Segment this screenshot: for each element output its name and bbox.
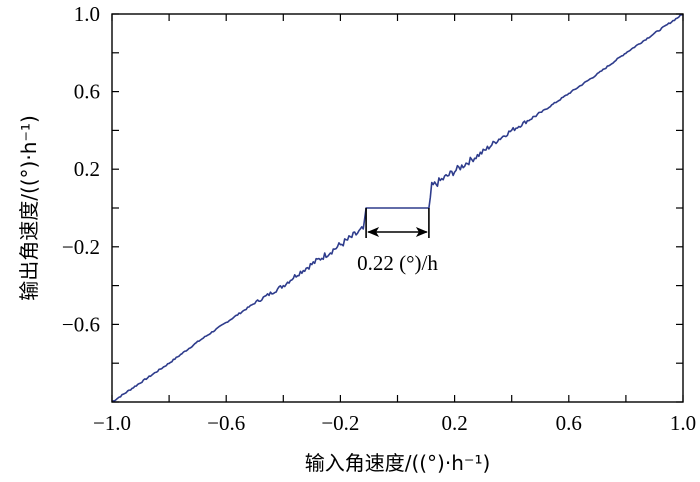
x-tick-label: 0.6	[556, 411, 582, 435]
arrowhead-left-icon	[367, 227, 380, 237]
dead-zone-annotation: 0.22 (°)/h	[357, 208, 438, 275]
y-tick-label: 0.2	[74, 157, 100, 181]
x-axis-title: 输入角速度/((°)·h⁻¹)	[305, 451, 491, 475]
annotation-label: 0.22 (°)/h	[357, 251, 438, 275]
x-tick-label: −0.6	[207, 411, 245, 435]
x-tick-label: −0.2	[321, 411, 359, 435]
plot-frame	[111, 13, 684, 403]
x-tick-label: 0.2	[441, 411, 467, 435]
x-tick-label: 1.0	[670, 411, 696, 435]
arrowhead-right-icon	[415, 227, 428, 237]
tick-labels: −1.0 −0.6 −0.2 0.2 0.6 1.0 −0.6 −0.2 0.2 0.6 1.0	[62, 2, 696, 435]
y-axis-title: 输出角速度/((°)·h⁻¹)	[17, 115, 41, 301]
data-series-line	[111, 13, 684, 403]
y-tick-label: 0.6	[74, 80, 100, 104]
x-tick-label: −1.0	[93, 411, 131, 435]
y-tick-label: −0.2	[62, 235, 100, 259]
y-tick-label: −0.6	[62, 312, 100, 336]
ticks	[111, 13, 684, 403]
y-tick-label: 1.0	[74, 2, 100, 26]
